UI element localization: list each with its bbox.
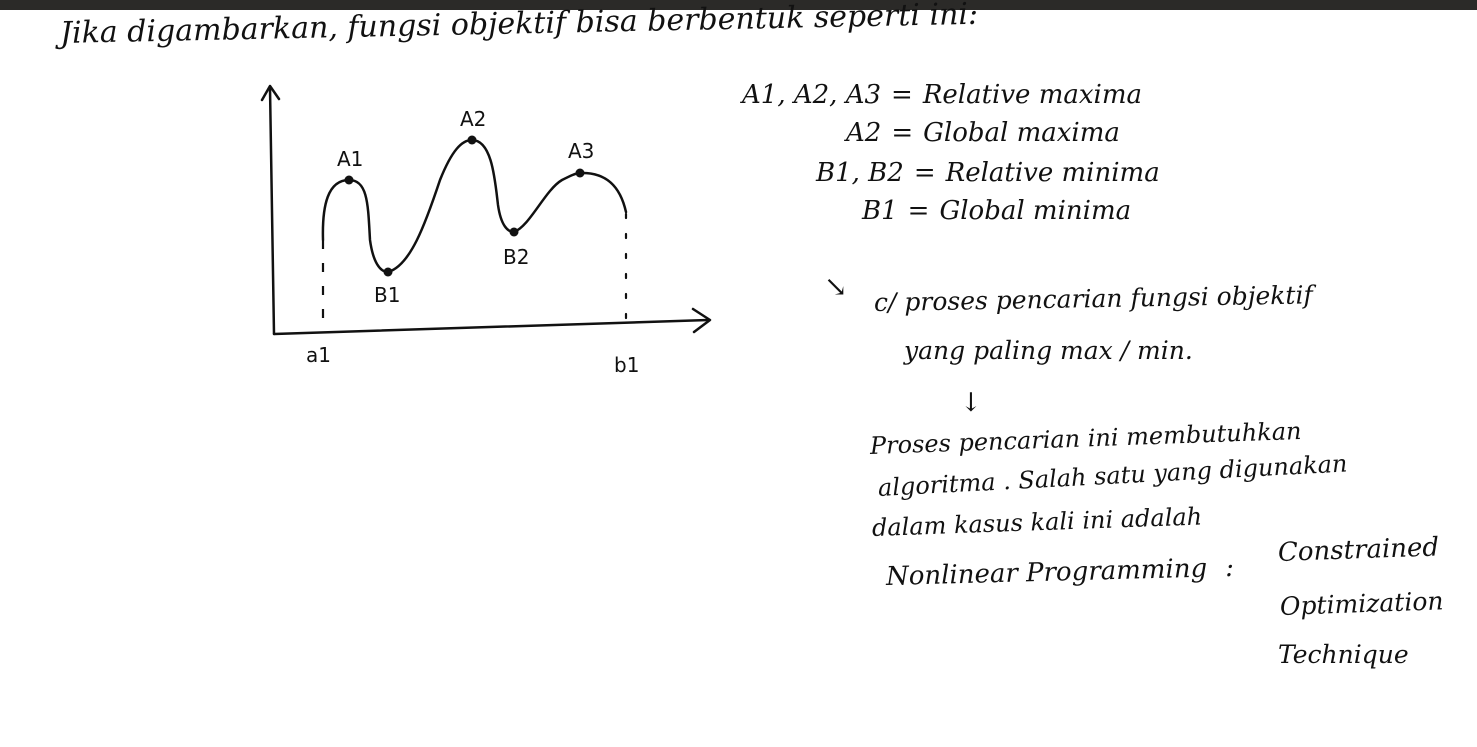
point-b2-dot <box>509 227 519 237</box>
note-line-technique: Technique <box>1278 640 1409 669</box>
label-a1: A1 <box>337 147 363 171</box>
objective-function-diagram: A1 B1 A2 B2 A3 a1 b1 <box>260 84 712 377</box>
label-b2: B2 <box>503 245 529 269</box>
legend-row-global-minima: B1 = Global minima <box>862 196 1131 226</box>
note-line-3: Proses pencarian ini membutuhkan <box>869 416 1302 460</box>
point-b1-dot <box>383 267 393 277</box>
nonlinear-programming-text: Nonlinear Programming <box>885 553 1208 592</box>
legend-rhs: Global minima <box>939 196 1132 226</box>
curved-arrow-icon: ↘ <box>824 270 848 303</box>
note-line-6: Nonlinear Programming: <box>886 552 1253 592</box>
axis-label-a1: a1 <box>306 343 331 367</box>
x-axis-arrowhead <box>691 307 712 334</box>
legend-rhs: Relative minima <box>945 158 1160 188</box>
note-line-2: yang paling max / min. <box>904 336 1193 365</box>
legend-equals: = <box>907 196 930 226</box>
legend-equals: = <box>891 118 914 148</box>
note-line-1: c/ proses pencarian fungsi objektif <box>873 280 1313 317</box>
top-edge-strip <box>0 0 1477 10</box>
point-a2-dot <box>467 135 477 145</box>
legend-lhs: A2 <box>846 118 882 148</box>
note-line-optimization: Optimization <box>1279 586 1444 621</box>
colon-separator: : <box>1224 552 1235 584</box>
x-axis <box>272 318 710 336</box>
legend-row-relative-minima: B1, B2 = Relative minima <box>816 158 1160 188</box>
point-a3-dot <box>575 168 585 178</box>
legend-lhs: B1, B2 <box>816 158 904 188</box>
legend-row-global-maxima: A2 = Global maxima <box>846 118 1120 148</box>
down-arrow-icon: ↓ <box>960 388 982 418</box>
legend-rhs: Relative maxima <box>922 80 1142 110</box>
note-line-constrained: Constrained <box>1277 532 1440 568</box>
label-a2: A2 <box>460 107 486 131</box>
axis-label-b1: b1 <box>614 353 639 377</box>
legend-equals: = <box>913 158 936 188</box>
legend-lhs: B1 <box>862 196 898 226</box>
legend-row-relative-maxima: A1, A2, A3 = Relative maxima <box>742 80 1142 110</box>
label-b1: B1 <box>374 283 400 307</box>
note-line-4: algoritma . Salah satu yang digunakan <box>877 449 1349 502</box>
point-a1-dot <box>344 175 354 185</box>
label-a3: A3 <box>568 139 594 163</box>
y-axis <box>268 86 276 336</box>
note-line-5: dalam kasus kali ini adalah <box>871 502 1203 542</box>
legend-rhs: Global maxima <box>923 118 1120 148</box>
legend-equals: = <box>891 80 913 110</box>
legend-lhs: A1, A2, A3 <box>742 80 882 110</box>
y-axis-arrowhead <box>260 84 281 102</box>
